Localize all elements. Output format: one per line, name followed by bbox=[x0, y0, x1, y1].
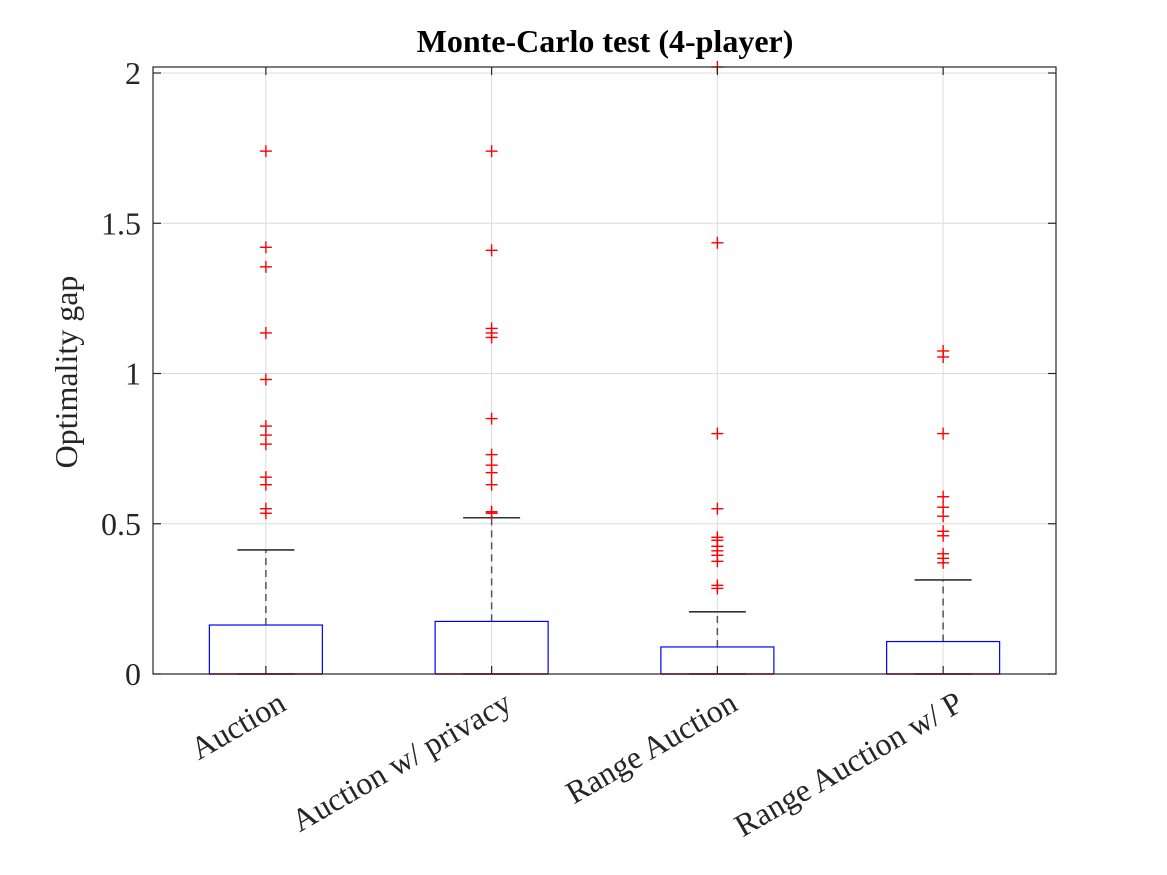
outlier-point bbox=[937, 525, 950, 538]
y-tick-label: 0.5 bbox=[101, 506, 141, 542]
axis-layer bbox=[152, 66, 1057, 675]
y-axis-label: Optimality gap bbox=[48, 276, 84, 469]
grid-layer bbox=[153, 67, 1056, 675]
outlier-point bbox=[259, 145, 272, 158]
y-tick-label: 1.5 bbox=[101, 205, 141, 241]
outlier-point bbox=[485, 412, 498, 425]
outlier-point bbox=[711, 236, 724, 249]
outlier-point bbox=[259, 241, 272, 254]
outlier-point bbox=[937, 501, 950, 514]
outlier-point bbox=[937, 344, 950, 357]
outlier-point bbox=[259, 373, 272, 386]
outlier-point bbox=[937, 490, 950, 503]
y-tick-label: 1 bbox=[125, 356, 141, 392]
outlier-point bbox=[711, 427, 724, 440]
outlier-point bbox=[485, 448, 498, 461]
outlier-point bbox=[485, 322, 498, 335]
chart-title: Monte-Carlo test (4-player) bbox=[417, 23, 794, 59]
outlier-point bbox=[937, 427, 950, 440]
outlier-point bbox=[485, 505, 498, 518]
outlier-point bbox=[485, 244, 498, 257]
outlier-point bbox=[711, 531, 724, 544]
outlier-point bbox=[259, 326, 272, 339]
outlier-point bbox=[485, 145, 498, 158]
outlier-point bbox=[259, 260, 272, 273]
outlier-point bbox=[937, 547, 950, 560]
plot-area-frame bbox=[152, 66, 1057, 675]
y-tick-label: 0 bbox=[125, 656, 141, 692]
outlier-point bbox=[259, 420, 272, 433]
outlier-point bbox=[711, 579, 724, 592]
y-tick-label: 2 bbox=[125, 55, 141, 91]
outlier-point bbox=[259, 502, 272, 515]
outlier-point bbox=[711, 502, 724, 515]
y-tick-labels: 0 0.5 1 1.5 2 bbox=[101, 55, 141, 692]
outlier-point bbox=[485, 459, 498, 472]
outlier-point bbox=[259, 471, 272, 484]
outlier-point bbox=[485, 478, 498, 491]
